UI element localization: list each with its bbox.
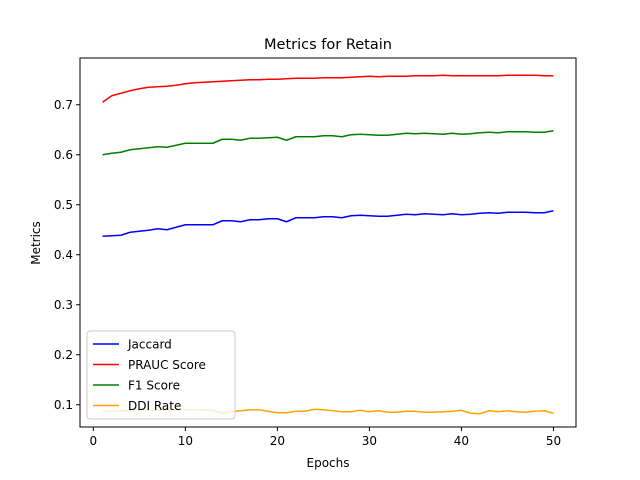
- y-tick-label: 0.2: [54, 348, 73, 362]
- legend: Jaccard PRAUC Score F1 Score DDI Rate: [86, 330, 236, 420]
- x-axis: 0 10 20 30 40 50: [90, 427, 561, 448]
- y-tick-label: 0.7: [54, 98, 73, 112]
- legend-label-f1-score: F1 Score: [128, 379, 180, 393]
- chart-title: Metrics for Retain: [264, 37, 392, 53]
- legend-label-ddi-rate: DDI Rate: [128, 399, 181, 413]
- series-line-prauc-score: [102, 74, 554, 103]
- y-axis: 0.1 0.2 0.3 0.4 0.5 0.6 0.7: [54, 98, 80, 412]
- series-line-jaccard: [102, 210, 554, 237]
- legend-label-jaccard: Jaccard: [127, 338, 172, 352]
- x-tick-label: 30: [362, 434, 377, 448]
- x-tick-label: 10: [178, 434, 193, 448]
- y-tick-label: 0.5: [54, 198, 73, 212]
- x-tick-label: 50: [546, 434, 561, 448]
- x-tick-label: 0: [90, 434, 98, 448]
- x-tick-label: 40: [454, 434, 469, 448]
- y-tick-label: 0.3: [54, 298, 73, 312]
- y-tick-label: 0.4: [54, 248, 73, 262]
- y-tick-label: 0.6: [54, 148, 73, 162]
- legend-label-prauc-score: PRAUC Score: [128, 358, 206, 372]
- y-tick-label: 0.1: [54, 398, 73, 412]
- x-axis-title: Epochs: [307, 456, 350, 470]
- x-tick-label: 20: [270, 434, 285, 448]
- y-axis-title: Metrics: [29, 221, 43, 265]
- series-line-f1-score: [102, 130, 554, 156]
- legend-box: [86, 330, 236, 420]
- plot-area-frame: [79, 57, 577, 428]
